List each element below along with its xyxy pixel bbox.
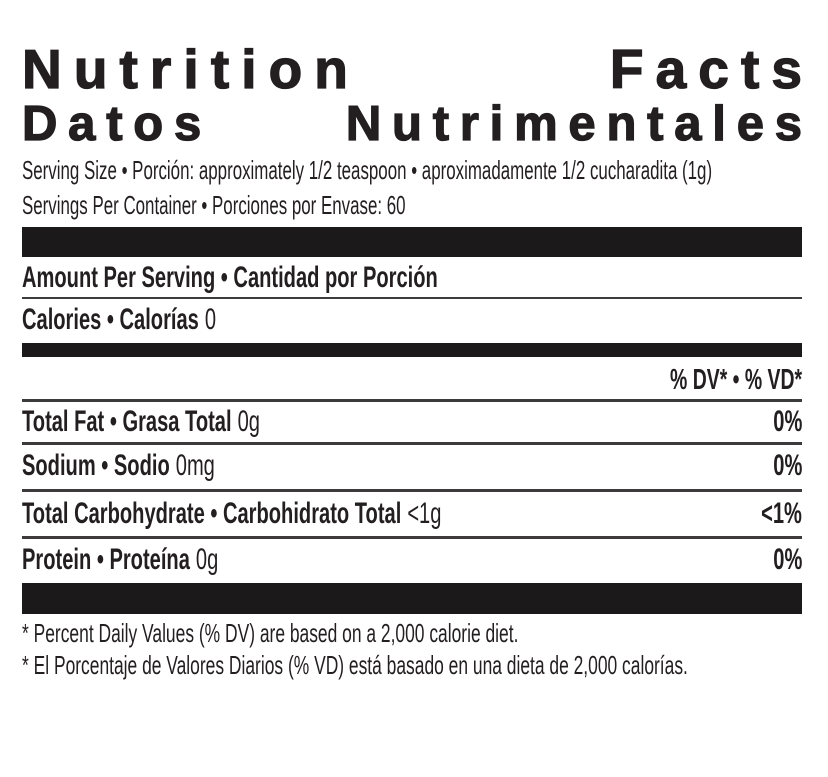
nutrient-dv: 0% bbox=[772, 543, 802, 576]
daily-value-header: % DV* • % VD* bbox=[669, 364, 802, 396]
title-word-facts: Facts bbox=[609, 38, 815, 100]
nutrient-row-total-fat: Total Fat • Grasa Total 0g 0% bbox=[22, 403, 802, 441]
title-word-nutrimentales: Nutrimentales bbox=[345, 97, 813, 151]
nutrient-amount: 0mg bbox=[175, 449, 215, 482]
nutrient-row-total-carbohydrate: Total Carbohydrate • Carbohidrato Total <… bbox=[22, 495, 802, 533]
divider-rule bbox=[22, 536, 802, 539]
title-english: Nutrition Facts bbox=[21, 38, 802, 100]
nutrient-row-protein: Protein • Proteína 0g 0% bbox=[22, 541, 802, 579]
nutrient-amount: <1g bbox=[407, 497, 442, 530]
title-spanish: Datos Nutrimentales bbox=[21, 97, 802, 151]
nutrient-name: Sodium • Sodio bbox=[22, 449, 170, 482]
separator-bar-thick-top bbox=[22, 227, 802, 257]
separator-bar-thin bbox=[22, 343, 802, 357]
nutrient-amount: 0g bbox=[237, 405, 260, 438]
title-word-datos: Datos bbox=[21, 97, 213, 151]
nutrient-amount: 0g bbox=[195, 543, 219, 576]
nutrient-name: Protein • Proteína bbox=[22, 543, 190, 576]
nutrient-name: Total Carbohydrate • Carbohidrato Total bbox=[22, 497, 402, 530]
calories-value: 0 bbox=[204, 303, 217, 336]
divider-rule bbox=[22, 297, 802, 299]
nutrition-facts-label: Nutrition Facts Datos Nutrimentales Serv… bbox=[21, 0, 802, 777]
footnote-english: * Percent Daily Values (% DV) are based … bbox=[22, 618, 519, 648]
separator-bar-thick-bottom bbox=[22, 583, 802, 614]
footnote-spanish: * El Porcentaje de Valores Diarios (% VD… bbox=[22, 650, 688, 680]
calories-label: Calories • Calorías bbox=[22, 303, 199, 336]
title-word-nutrition: Nutrition bbox=[21, 38, 361, 100]
divider-rule bbox=[22, 442, 802, 445]
nutrient-dv: <1% bbox=[761, 497, 802, 530]
calories-line: Calories • Calorías 0 bbox=[22, 303, 802, 337]
nutrient-row-sodium: Sodium • Sodio 0mg 0% bbox=[22, 447, 802, 485]
divider-rule bbox=[22, 489, 802, 492]
amount-per-serving-heading: Amount Per Serving • Cantidad por Porció… bbox=[22, 261, 438, 294]
nutrient-dv: 0% bbox=[772, 405, 802, 438]
nutrient-name: Total Fat • Grasa Total bbox=[22, 405, 232, 438]
servings-per-container-line: Servings Per Container • Porciones por E… bbox=[22, 190, 406, 220]
serving-size-line: Serving Size • Porción: approximately 1/… bbox=[22, 155, 713, 185]
nutrient-dv: 0% bbox=[772, 449, 802, 482]
divider-rule bbox=[22, 399, 802, 402]
